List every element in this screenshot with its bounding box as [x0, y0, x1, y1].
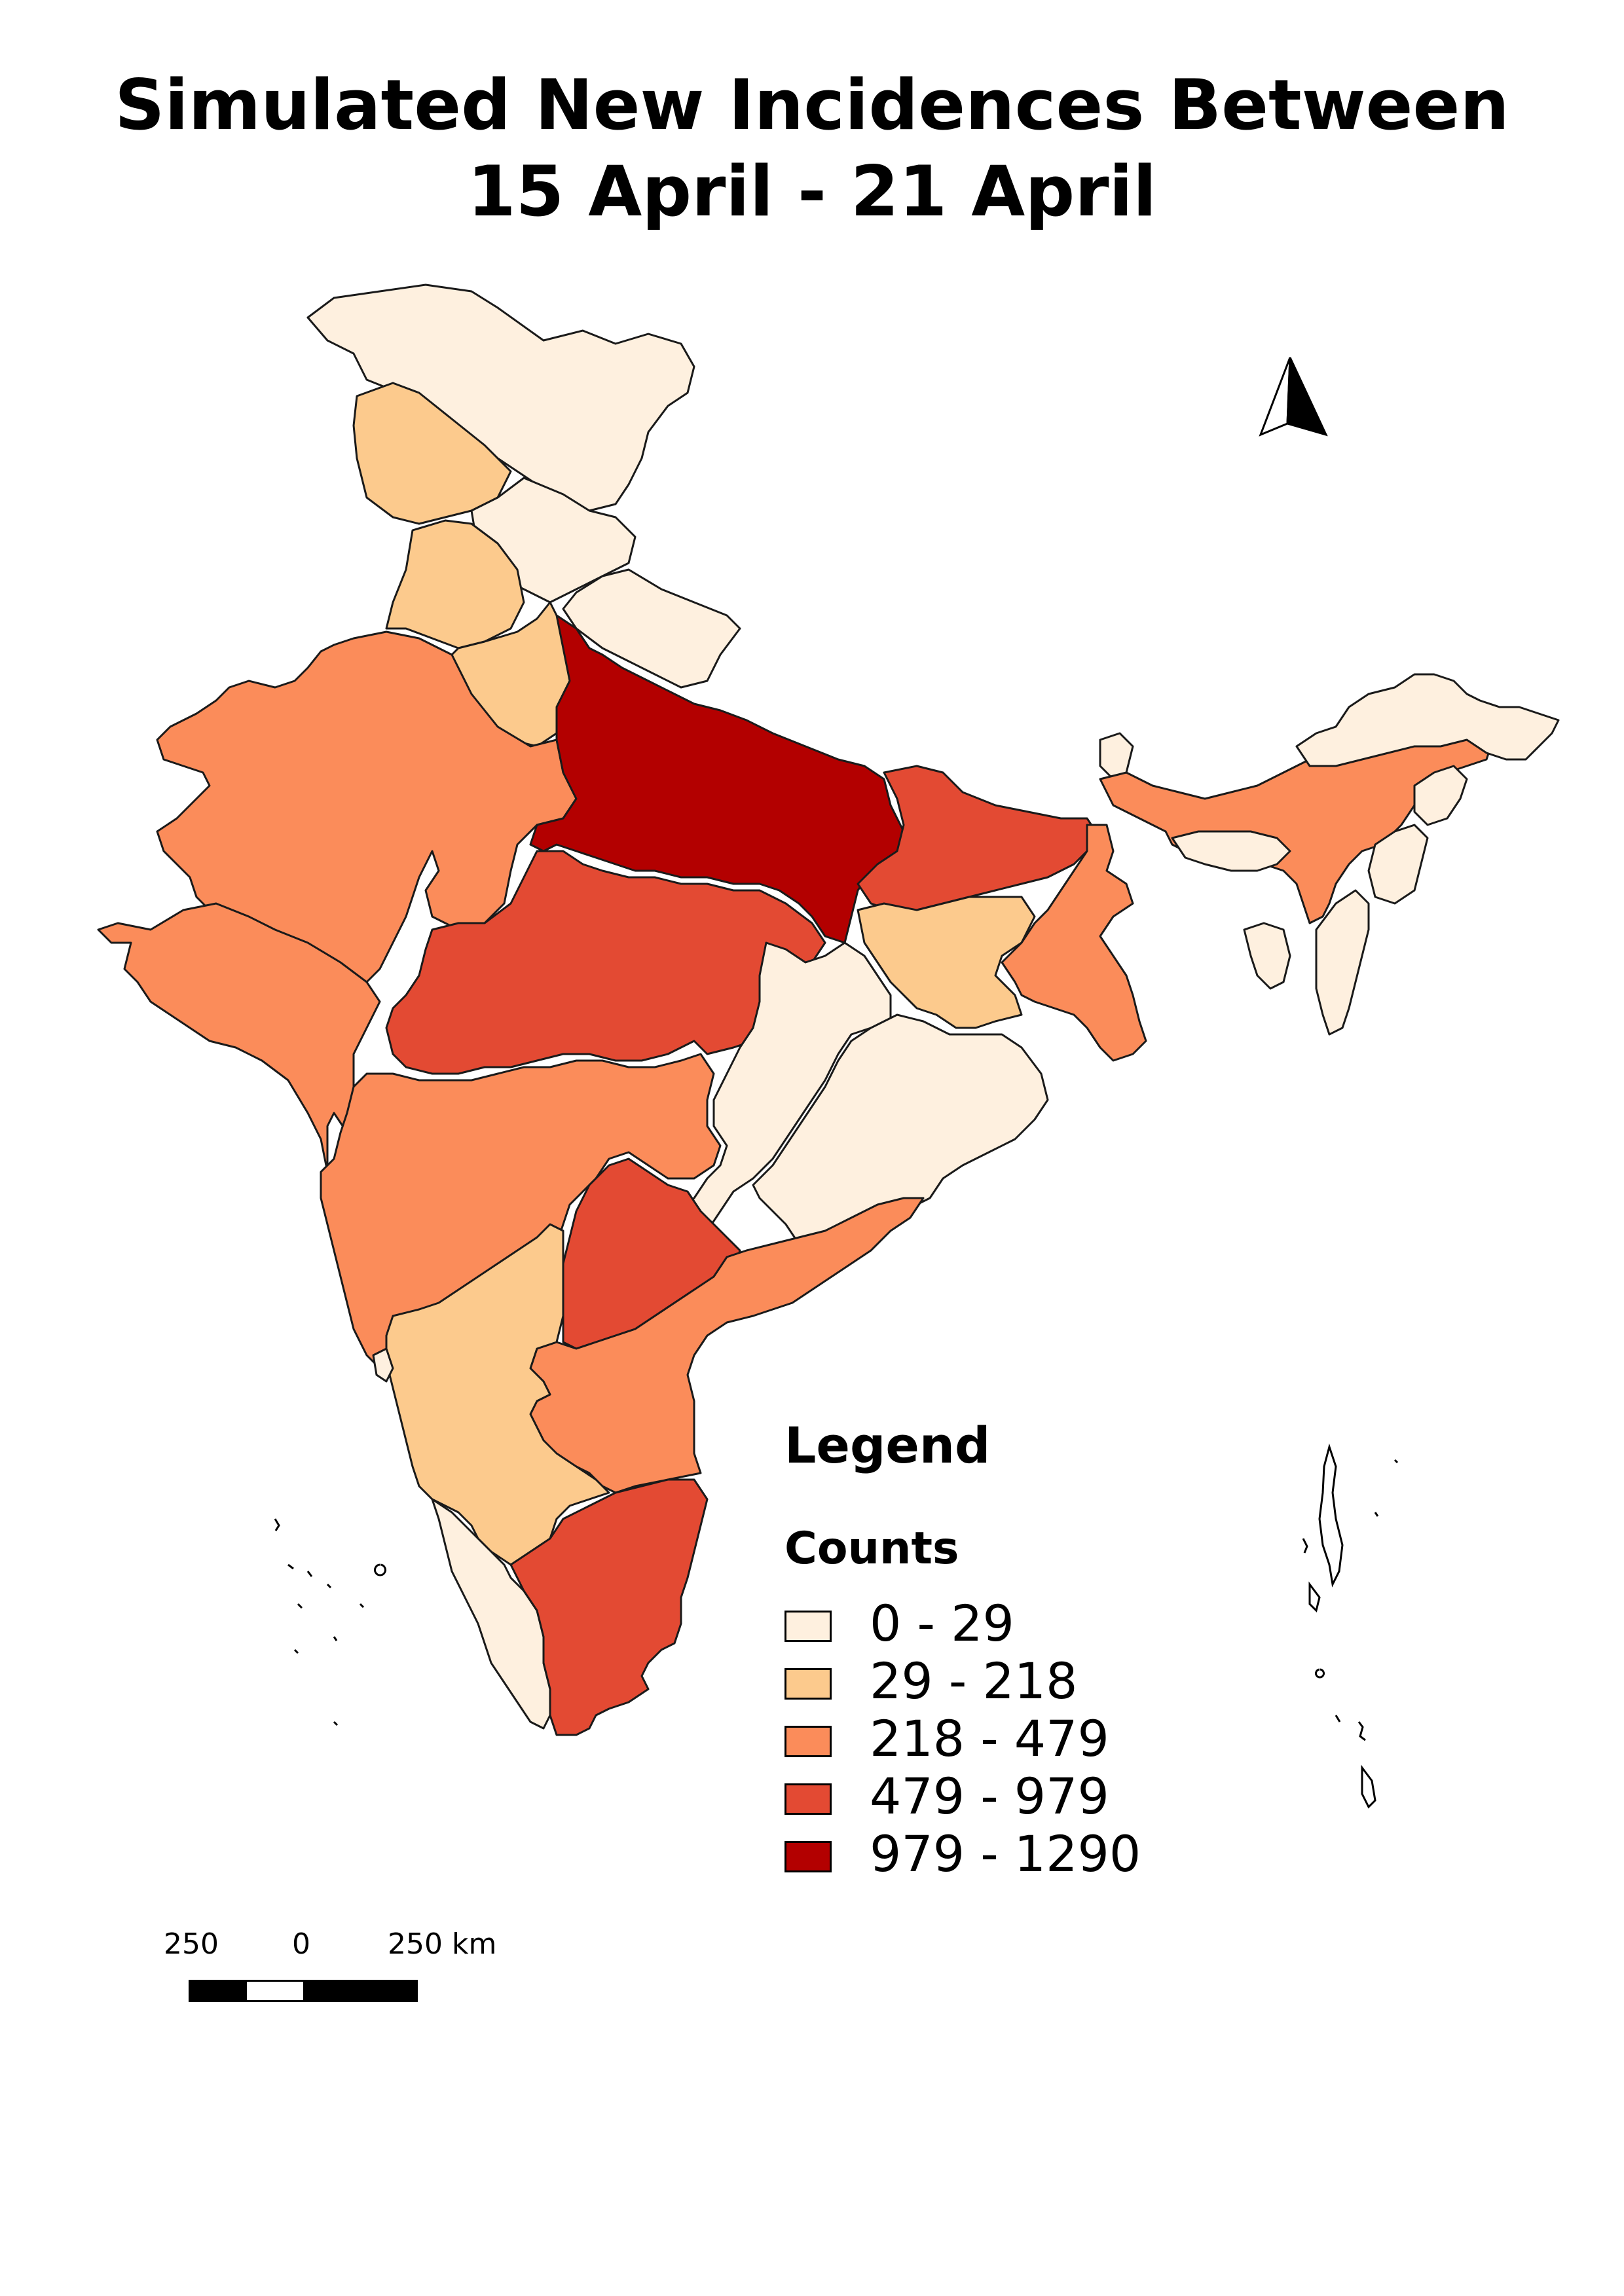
island-nicobar-3: [1357, 1721, 1366, 1741]
region-manipur: [1367, 824, 1429, 905]
scale-bar-segment: [247, 1982, 303, 2000]
island-nicobar-4: [1361, 1764, 1376, 1809]
legend-label: 0 - 29: [870, 1594, 1014, 1652]
island-lakshadweep-7: [374, 1563, 386, 1576]
island-andaman-1: [1318, 1443, 1344, 1588]
scale-bar-segment: [360, 1982, 416, 2000]
legend-title: Legend: [784, 1416, 991, 1474]
region-maharashtra: [320, 1053, 722, 1370]
region-tamil-nadu: [509, 1478, 709, 1736]
scale-bar: [189, 1980, 418, 2002]
scale-bar-segment: [303, 1982, 360, 2000]
island-lakshadweep-8: [333, 1636, 338, 1641]
region-sikkim-ne: [1099, 732, 1134, 780]
island-andaman-5: [1374, 1512, 1379, 1517]
island-nicobar-2: [1335, 1715, 1341, 1722]
legend-swatch: [784, 1841, 832, 1872]
island-lakshadweep-9: [293, 1649, 299, 1654]
legend-label: 29 - 218: [870, 1652, 1078, 1710]
legend-swatch: [784, 1726, 832, 1757]
legend-swatch: [784, 1783, 832, 1815]
region-sikkim: [562, 568, 741, 689]
region-bihar: [857, 765, 1101, 911]
island-lakshadweep-3: [306, 1571, 313, 1577]
scale-label-left: 250: [164, 1927, 219, 1961]
legend-label: 218 - 479: [870, 1709, 1109, 1768]
scale-bar-segment: [191, 1982, 247, 2000]
legend-label: 979 - 1290: [870, 1825, 1141, 1883]
map-title-line-1: Simulated New Incidences Between: [115, 65, 1509, 145]
region-nagaland: [1413, 765, 1468, 826]
region-meghalaya: [1171, 830, 1291, 872]
legend-swatch: [784, 1611, 832, 1642]
island-lakshadweep-2: [287, 1563, 294, 1570]
scale-label-zero: 0: [292, 1927, 310, 1961]
region-uttar-pradesh: [529, 614, 912, 944]
region-gujarat: [97, 902, 381, 1173]
region-goa: [372, 1347, 394, 1383]
region-west-bengal: [1001, 824, 1147, 1062]
legend-label: 479 - 979: [870, 1767, 1109, 1825]
region-tripura: [1243, 922, 1291, 990]
island-lakshadweep-1: [274, 1518, 280, 1531]
region-mizoram: [1315, 889, 1370, 1036]
island-lakshadweep-6: [359, 1603, 365, 1609]
region-assam: [1099, 725, 1494, 924]
island-lakshadweep-10: [333, 1721, 339, 1726]
region-jharkhand: [857, 896, 1036, 1029]
region-chhattisgarh: [673, 941, 892, 1232]
region-karnataka: [385, 1223, 610, 1566]
map-title-line-2: 15 April - 21 April: [467, 151, 1157, 232]
legend-swatch: [784, 1668, 832, 1700]
north-arrow-icon: [1259, 357, 1328, 437]
island-andaman-4: [1393, 1459, 1399, 1464]
legend-subtitle: Counts: [784, 1523, 959, 1575]
region-andhra-pradesh: [529, 1197, 925, 1494]
island-lakshadweep-5: [297, 1603, 303, 1609]
scale-label-right: 250 km: [388, 1927, 497, 1961]
island-lakshadweep-4: [326, 1583, 332, 1589]
island-andaman-2: [1308, 1581, 1321, 1613]
island-nicobar-1: [1315, 1668, 1325, 1679]
island-andaman-3: [1302, 1538, 1308, 1554]
region-arunachal-pradesh: [1295, 673, 1560, 767]
